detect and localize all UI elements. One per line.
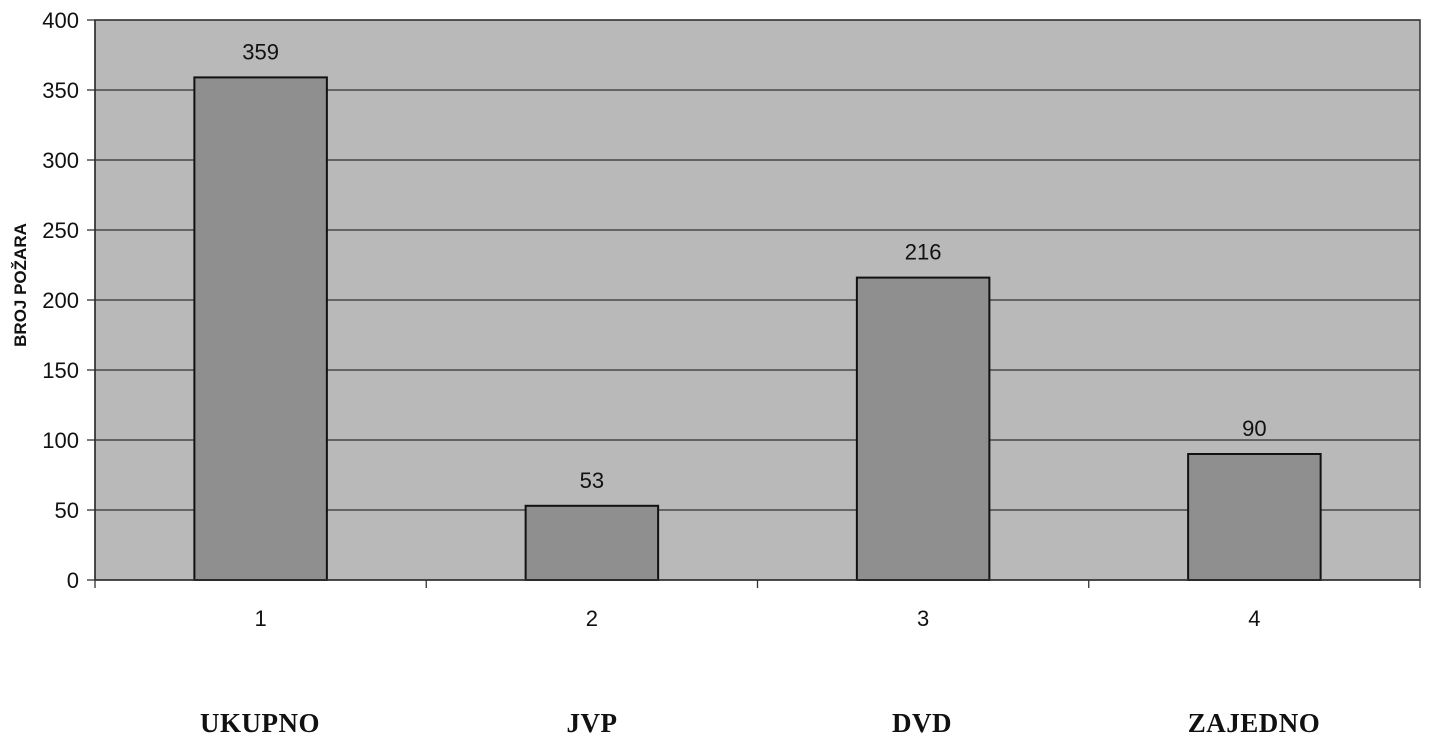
y-tick-label: 150 (42, 358, 79, 383)
bar (855, 276, 991, 581)
y-axis-title: BROJ POŽARA (11, 223, 30, 347)
x-tick-label: 3 (917, 606, 929, 631)
y-tick-label: 250 (42, 218, 79, 243)
data-label: 90 (1242, 416, 1266, 441)
y-tick-label: 0 (67, 568, 79, 593)
bars (193, 76, 1322, 582)
y-tick-labels: 0 50 100 150 200 250 300 350 400 (42, 8, 79, 593)
category-name-ukupno: UKUPNO (200, 708, 320, 738)
category-name-zajedno: ZAJEDNO (1187, 708, 1321, 738)
category-name-jvp: JVP (566, 708, 618, 738)
chart-svg: 359 53 216 90 0 50 100 150 200 250 300 350 400 1 2 3 4… (11, 8, 1421, 631)
x-tick-label: 4 (1248, 606, 1260, 631)
data-label: 216 (905, 240, 942, 265)
x-tick-labels: 1 2 3 4 (255, 606, 1261, 631)
data-label: 359 (242, 39, 279, 64)
y-tick-label: 350 (42, 78, 79, 103)
bar (524, 504, 660, 581)
x-tick-label: 1 (255, 606, 267, 631)
x-tick-label: 2 (586, 606, 598, 631)
y-tick-label: 200 (42, 288, 79, 313)
y-tick-label: 100 (42, 428, 79, 453)
category-name-dvd: DVD (892, 708, 952, 738)
data-labels: 359 53 216 90 (242, 39, 1266, 492)
data-label: 53 (580, 468, 604, 493)
axes (87, 19, 1421, 588)
y-tick-label: 400 (42, 8, 79, 33)
bar (1187, 453, 1322, 581)
bar (193, 76, 328, 582)
y-tick-label: 50 (55, 498, 79, 523)
y-tick-label: 300 (42, 148, 79, 173)
